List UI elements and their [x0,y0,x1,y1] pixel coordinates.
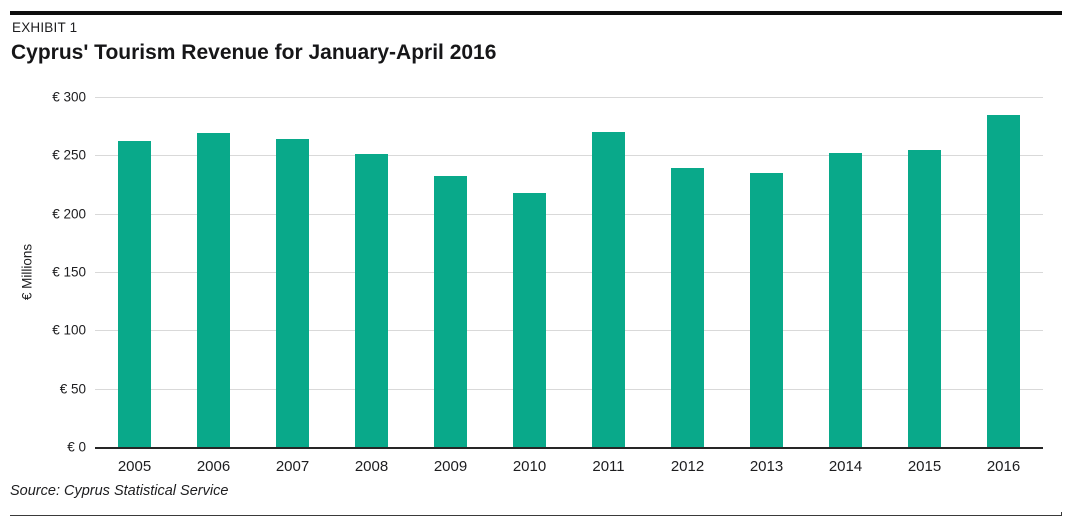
y-tick-label: € 50 [59,381,86,397]
bar-slot-2010 [490,97,569,447]
bar-slot-2014 [806,97,885,447]
plot-area [95,97,1043,449]
bar-slot-2011 [569,97,648,447]
bar-slot-2013 [727,97,806,447]
bar-2007 [276,139,309,447]
x-tick-label: 2011 [592,458,625,475]
bar-2008 [355,154,388,447]
gridline [95,272,1043,273]
bar-2005 [118,141,151,447]
gridline [95,155,1043,157]
y-tick-label: € 100 [52,322,86,338]
gridline [95,330,1043,332]
y-tick-label: € 250 [52,147,86,163]
top-accent-bar [10,11,1062,15]
y-tick-label: € 200 [52,206,86,222]
y-tick-label: € 300 [52,89,86,105]
x-tick-label: 2014 [828,458,863,475]
x-tick-label: 2006 [196,458,231,475]
x-tick-label: 2005 [117,458,152,475]
x-tick-label: 2010 [512,458,547,475]
bar-2010 [513,192,546,447]
bar-slot-2007 [253,97,332,447]
chart-title: Cyprus' Tourism Revenue for January-Apri… [11,41,497,64]
bar-2006 [197,133,230,447]
bar-2016 [987,114,1020,447]
x-tick-label: 2012 [670,458,705,475]
x-tick-label: 2016 [986,458,1021,475]
gridline [95,213,1043,215]
bar-slot-2015 [885,97,964,447]
y-tick-label: € 0 [67,439,86,455]
y-tick-label: € 150 [52,264,86,280]
x-tick-label: 2007 [275,458,310,475]
bar-2011 [592,132,625,447]
bar-series [95,97,1043,447]
bar-slot-2009 [411,97,490,447]
gridline [95,97,1043,98]
x-tick-label: 2013 [749,458,784,475]
bar-slot-2008 [332,97,411,447]
bar-slot-2006 [174,97,253,447]
source-note: Source: Cyprus Statistical Service [10,483,229,499]
exhibit-label: EXHIBIT 1 [12,20,78,35]
bar-2013 [750,172,783,447]
y-axis-tick-labels: € 300 € 250 € 200 € 150 € 100 € 50 € 0 [0,90,86,455]
bar-slot-2005 [95,97,174,447]
x-tick-label: 2015 [907,458,942,475]
x-tick-label: 2009 [433,458,468,475]
bar-2015 [908,149,941,447]
x-tick-label: 2008 [354,458,389,475]
bar-2009 [434,176,467,447]
gridline [95,388,1043,390]
bar-slot-2012 [648,97,727,447]
bar-slot-2016 [964,97,1043,447]
bottom-rule [10,512,1062,516]
x-axis-tick-labels: 2005 2006 2007 2008 2009 2010 2011 2012 2013 2014… [95,458,1043,475]
bar-2014 [829,153,862,447]
bar-2012 [671,168,704,447]
